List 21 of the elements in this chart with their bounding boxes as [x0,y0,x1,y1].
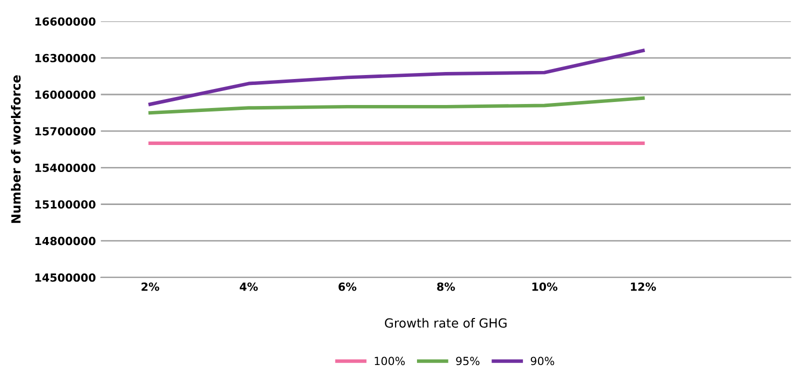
x-tick-label: 4% [240,282,258,291]
x-tick-label: 8% [437,282,455,291]
y-tick-label: 15700000 [35,127,96,136]
y-tick-label: 16000000 [35,90,96,99]
line-series [148,96,645,115]
legend-label: 95% [456,356,480,366]
x-tick-label: 12% [630,282,656,291]
y-tick-label: 15400000 [35,164,96,172]
y-tick-label: 14800000 [35,236,96,246]
y-tick-label: 16300000 [35,54,96,62]
line-series [148,48,645,106]
y-tick-label: 16600000 [35,17,96,26]
y-tick-label: 15100000 [35,200,96,209]
x-axis-title: Growth rate of GHG [384,318,507,328]
legend-label: 100% [374,356,405,366]
y-axis-title: Number of workforce [10,75,21,223]
x-tick-label: 10% [532,282,558,291]
legend-label: 90% [530,356,554,366]
x-tick-label: 2% [142,282,160,291]
y-tick-label: 14500000 [35,273,96,282]
x-tick-label: 6% [338,282,356,291]
